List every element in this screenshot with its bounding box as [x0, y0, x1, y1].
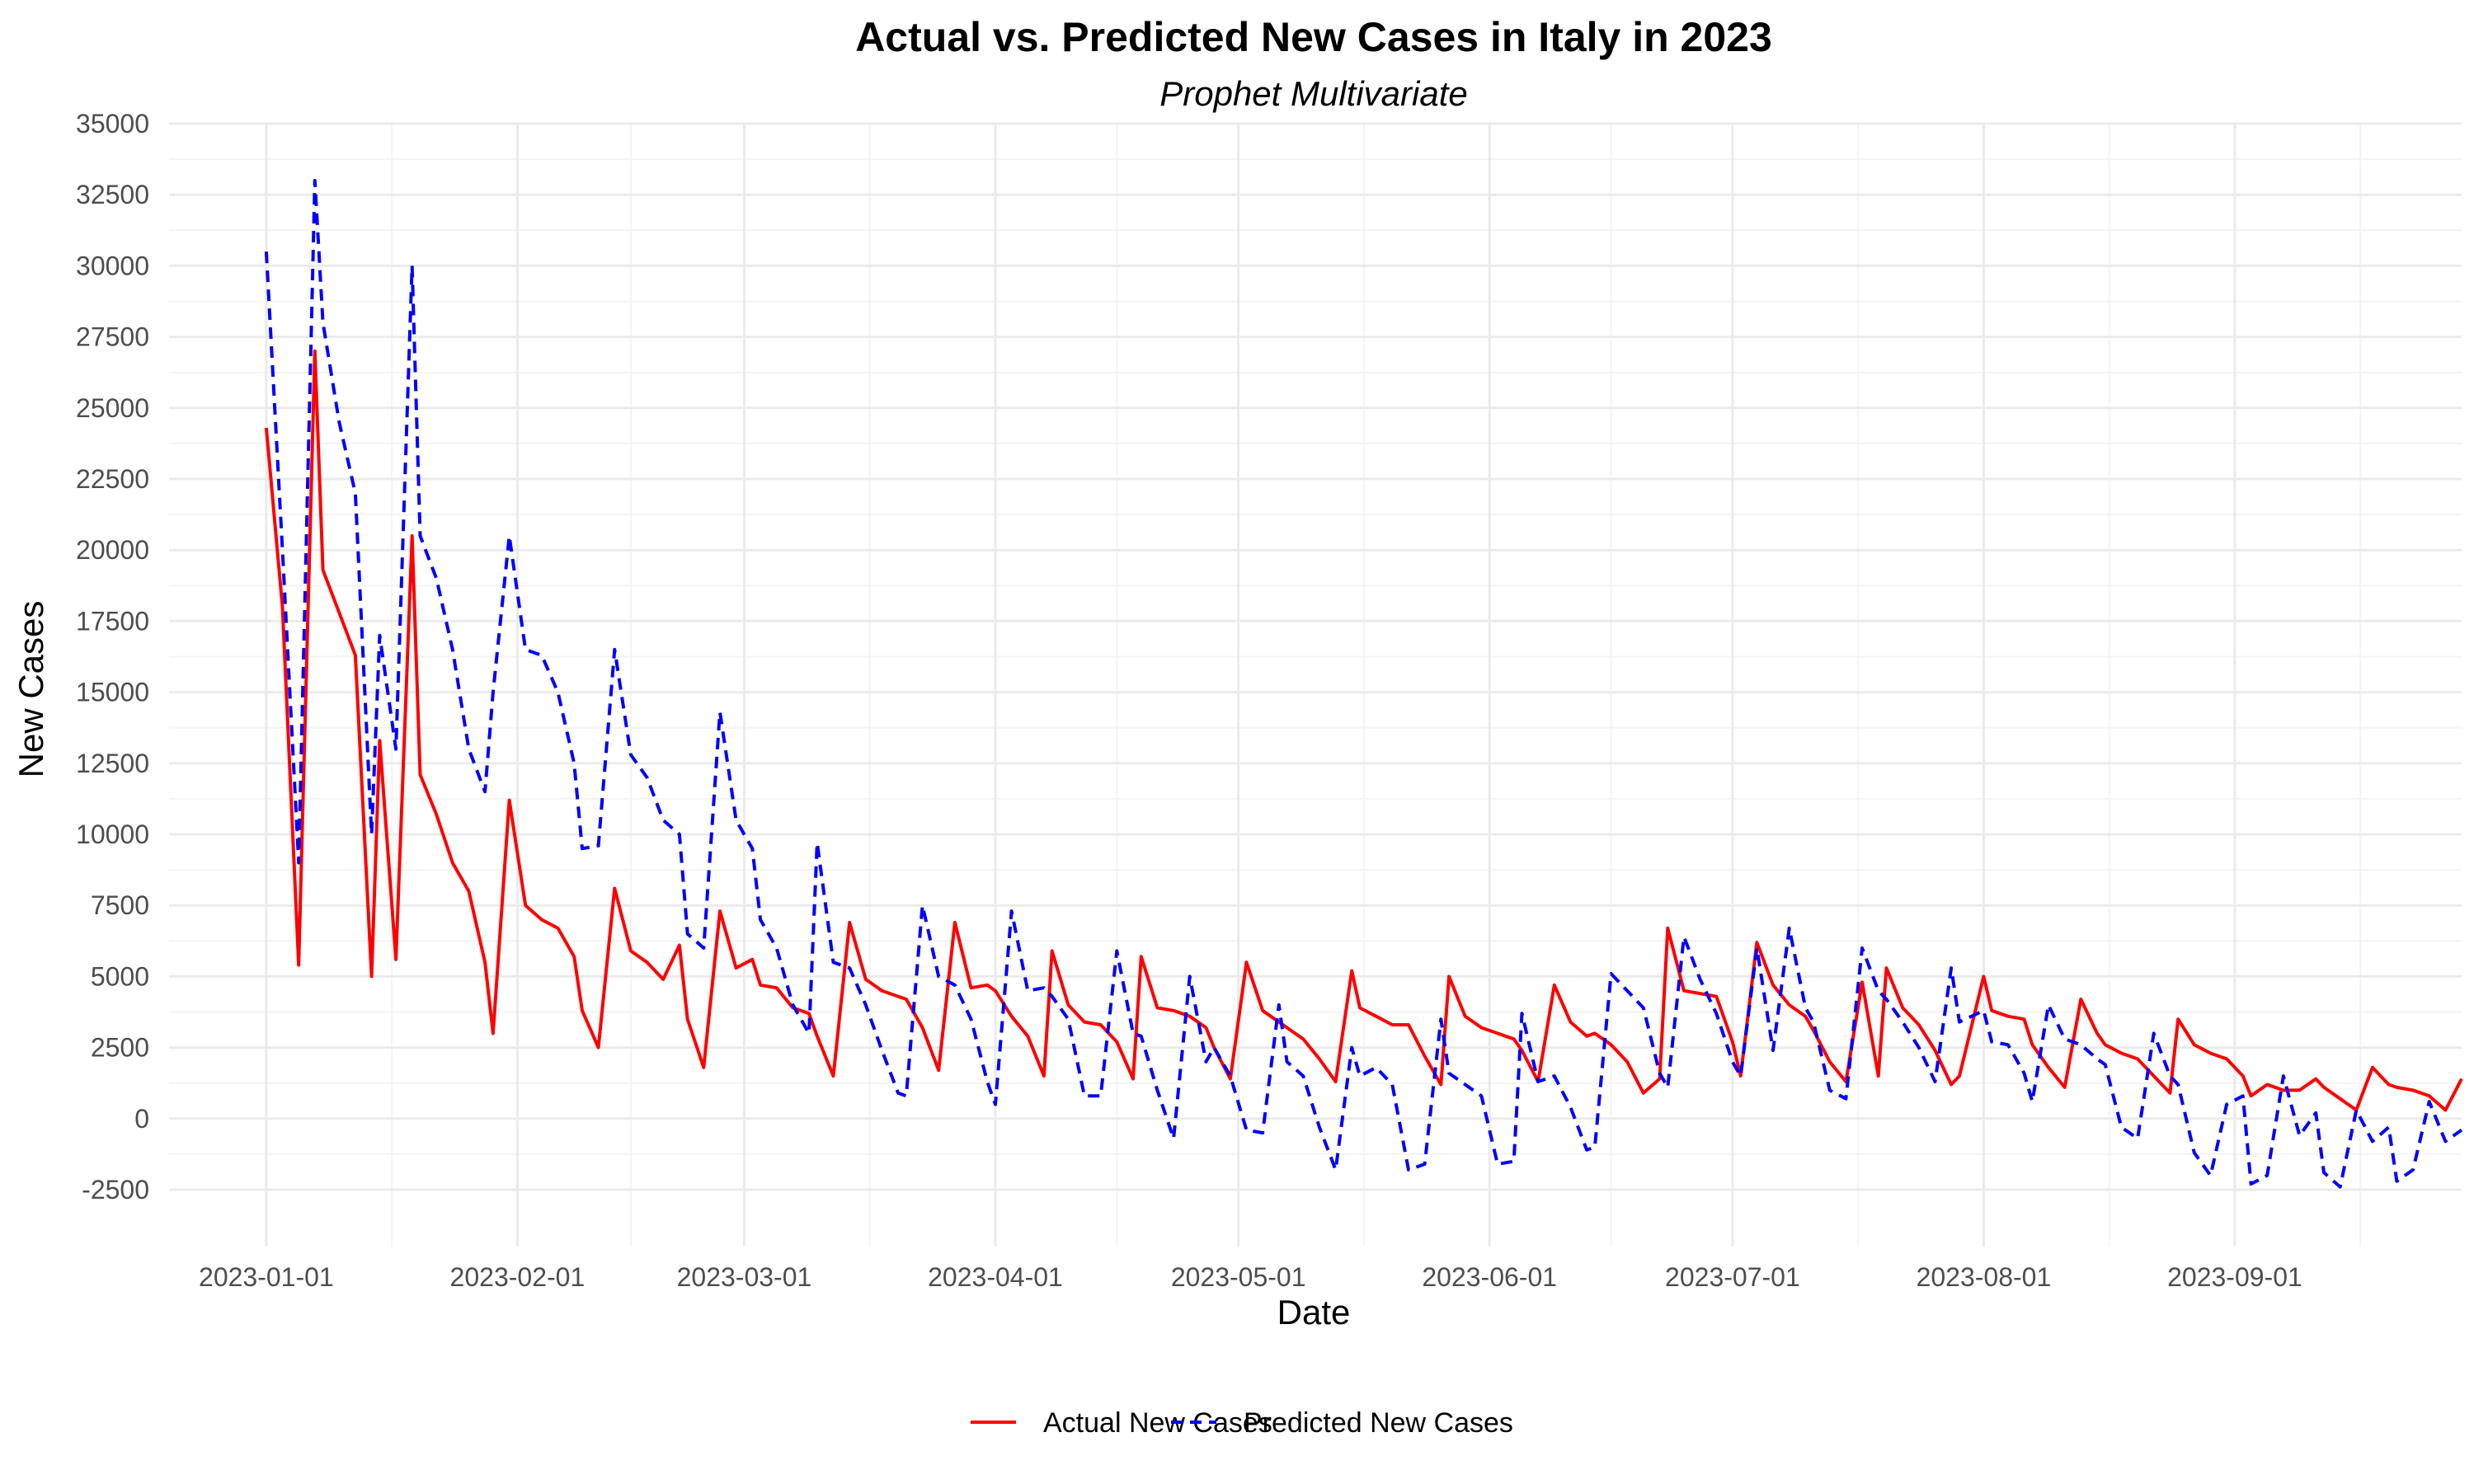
- y-axis-title: New Cases: [12, 601, 50, 778]
- y-tick-label: 15000: [76, 678, 149, 707]
- y-tick-label: 22500: [76, 464, 149, 494]
- x-axis-ticks: 2023-01-01 2023-02-01 2023-03-01 2023-04-01…: [199, 1262, 2302, 1292]
- x-axis-title: Date: [1277, 1293, 1351, 1331]
- y-tick-label: 25000: [76, 393, 149, 423]
- y-tick-label: 2500: [91, 1033, 149, 1063]
- y-tick-label: 12500: [76, 749, 149, 778]
- y-axis-ticks: -2500 0 2500 5000 7500 10000 12500 15000 17500 20…: [76, 109, 149, 1205]
- y-tick-label: 30000: [76, 251, 149, 280]
- actual-cases-line: [264, 349, 2463, 1112]
- x-tick-label: 2023-05-01: [1171, 1262, 1306, 1292]
- y-tick-label: 20000: [76, 535, 149, 565]
- predicted-cases-line: [264, 179, 2463, 1189]
- y-tick-label: 35000: [76, 109, 149, 139]
- y-tick-label: 27500: [76, 322, 149, 352]
- y-tick-label: 7500: [91, 890, 149, 920]
- y-tick-label: 17500: [76, 606, 149, 636]
- x-tick-label: 2023-04-01: [928, 1262, 1063, 1292]
- legend-predicted-label: Predicted New Cases: [1244, 1407, 1513, 1439]
- chart-title: Actual vs. Predicted New Cases in Italy …: [855, 14, 1772, 60]
- x-tick-label: 2023-08-01: [1917, 1262, 2052, 1292]
- legend-actual-label: Actual New Cases: [1043, 1407, 1272, 1439]
- x-tick-label: 2023-06-01: [1422, 1262, 1557, 1292]
- y-tick-label: 32500: [76, 180, 149, 209]
- y-tick-label: 10000: [76, 819, 149, 849]
- y-tick-label: 0: [134, 1104, 149, 1134]
- grid: [169, 122, 2462, 1247]
- y-tick-label: 5000: [91, 961, 149, 991]
- x-tick-label: 2023-03-01: [677, 1262, 812, 1292]
- x-tick-label: 2023-01-01: [199, 1262, 334, 1292]
- x-tick-label: 2023-07-01: [1665, 1262, 1800, 1292]
- chart-subtitle: Prophet Multivariate: [1159, 74, 1468, 113]
- x-tick-label: 2023-09-01: [2167, 1262, 2302, 1292]
- y-tick-label: -2500: [82, 1175, 149, 1205]
- x-tick-label: 2023-02-01: [450, 1262, 586, 1292]
- series-lines: [264, 179, 2463, 1189]
